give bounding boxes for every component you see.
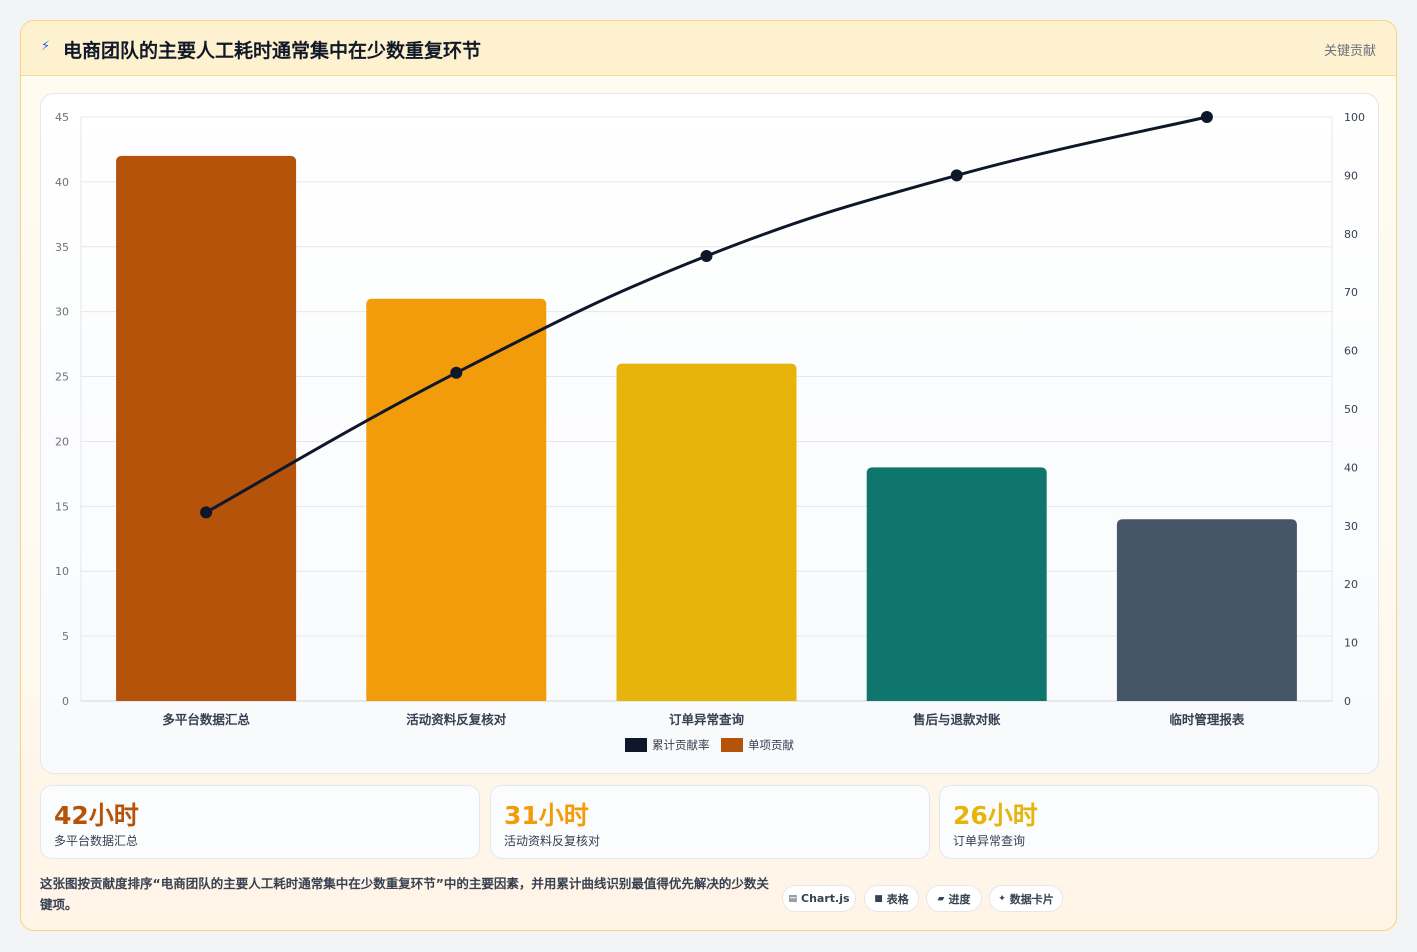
stat-label: 多平台数据汇总 [54, 834, 139, 848]
bar [1116, 519, 1297, 701]
stat-card-3: 26小时 订单异常查询 [939, 785, 1379, 859]
pareto-chart: 0 5 10 15 20 25 30 35 40 45 0 10 20 30 40 50 60 70 80 90 100… [55, 111, 1365, 752]
y2-tick-label: 20 [1344, 578, 1358, 591]
x-tick-label: 临时管理报表 [1169, 712, 1245, 727]
tag-data-card[interactable]: ✦ 数据卡片 [989, 885, 1063, 912]
y2-tick-label: 100 [1344, 111, 1365, 124]
y2-tick-label: 60 [1344, 345, 1358, 358]
progress-icon: ▰ [937, 893, 945, 904]
legend-label: 累计贡献率 [652, 738, 710, 752]
report-card: ⚡ 电商团队的主要人工耗时通常集中在少数重复环节 关键贡献 0 5 10 15 20 25… [20, 20, 1397, 931]
x-tick-label: 活动资料反复核对 [406, 712, 507, 727]
y-tick-label: 15 [55, 500, 69, 513]
cumulative-point [700, 249, 713, 262]
stat-value: 26小时 [953, 801, 1038, 830]
bar [366, 298, 547, 701]
cumulative-point [200, 506, 213, 519]
y2-tick-label: 90 [1344, 169, 1358, 182]
x-tick-label: 多平台数据汇总 [162, 712, 250, 727]
legend-swatch [721, 738, 743, 752]
legend-label: 单项贡献 [748, 738, 794, 752]
tag-progress[interactable]: ▰ 进度 [926, 885, 982, 912]
y2-tick-label: 30 [1344, 520, 1358, 533]
y2-tick-label: 70 [1344, 286, 1358, 299]
tag-label: 数据卡片 [1009, 892, 1054, 906]
y2-tick-label: 80 [1344, 228, 1358, 241]
stat-value: 42小时 [54, 801, 139, 830]
header-badge: 关键贡献 [1323, 44, 1376, 59]
stat-label: 订单异常查询 [953, 834, 1026, 848]
tag-label: 进度 [948, 892, 971, 906]
lightning-icon: ⚡ [41, 39, 51, 54]
y-tick-label: 20 [55, 435, 69, 448]
tag-label: Chart.js [801, 892, 850, 905]
page-title: 电商团队的主要人工耗时通常集中在少数重复环节 [63, 40, 482, 62]
stat-label: 活动资料反复核对 [504, 834, 601, 848]
tag-table[interactable]: ■ 表格 [864, 885, 919, 912]
y-tick-label: 30 [55, 306, 69, 319]
x-tick-label: 订单异常查询 [669, 712, 745, 727]
y-tick-label: 25 [55, 371, 69, 384]
y2-tick-label: 10 [1344, 637, 1358, 650]
x-tick-label: 售后与退款对账 [913, 712, 1001, 727]
y2-tick-label: 50 [1344, 403, 1358, 416]
y-tick-label: 0 [62, 695, 69, 708]
chart-description: 这张图按贡献度排序“电商团队的主要人工耗时通常集中在少数重复环节”中的主要因素，… [40, 876, 769, 912]
bar [116, 155, 297, 701]
y-tick-label: 40 [55, 176, 69, 189]
y2-tick-label: 40 [1344, 461, 1358, 474]
y-tick-label: 5 [62, 630, 69, 643]
stat-value: 31小时 [504, 801, 589, 830]
card-header: ⚡ 电商团队的主要人工耗时通常集中在少数重复环节 关键贡献 [21, 21, 1396, 76]
table-icon: ■ [874, 893, 883, 904]
legend-swatch [625, 738, 647, 752]
cumulative-point [450, 366, 463, 379]
tag-label: 表格 [886, 892, 909, 906]
y-tick-label: 10 [55, 565, 69, 578]
chart-icon: ▤ [788, 893, 797, 904]
stat-card-1: 42小时 多平台数据汇总 [40, 785, 480, 859]
cumulative-point [950, 169, 963, 182]
bar [866, 467, 1047, 701]
stat-card-2: 31小时 活动资料反复核对 [490, 785, 930, 859]
cumulative-point [1200, 111, 1213, 123]
y-tick-label: 45 [55, 111, 69, 124]
y2-tick-label: 0 [1344, 695, 1351, 708]
y-tick-label: 35 [55, 241, 69, 254]
chart-panel: 0 5 10 15 20 25 30 35 40 45 0 10 20 30 40 50 60 70 80 90 100… [40, 93, 1379, 774]
tag-chartjs[interactable]: ▤ Chart.js [782, 885, 856, 912]
bar [616, 363, 797, 701]
sparkle-icon: ✦ [998, 893, 1006, 904]
